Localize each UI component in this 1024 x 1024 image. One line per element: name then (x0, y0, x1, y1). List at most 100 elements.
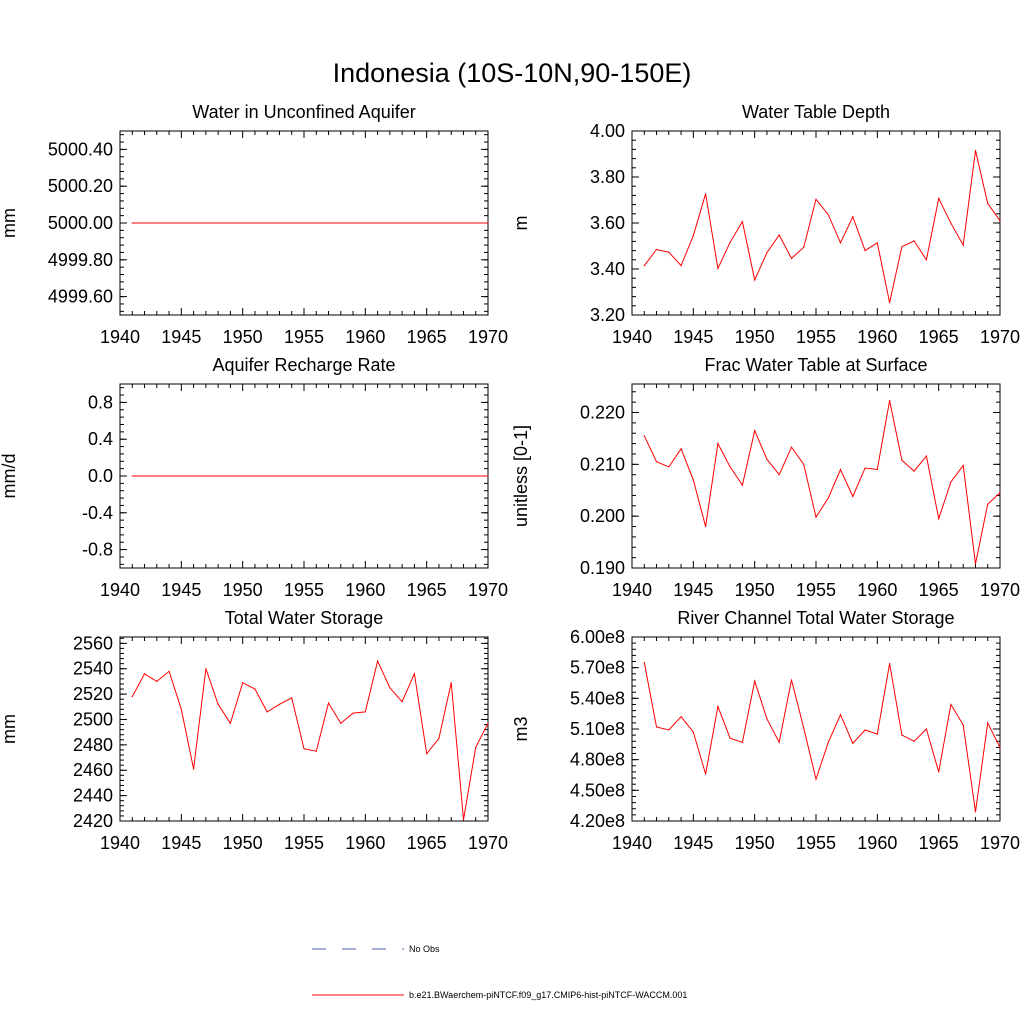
x-tick-label: 1945 (673, 580, 713, 600)
data-point (729, 466, 731, 468)
data-point (655, 248, 658, 251)
x-tick-label: 1940 (100, 833, 140, 853)
x-tick-label: 1960 (345, 580, 385, 600)
panel-water-table-depth: Water Table Depth 1940 1945 1950 1955 1960 196… (511, 102, 1020, 347)
data-point (655, 461, 658, 463)
panel-title: Water in Unconfined Aquifer (192, 102, 415, 122)
data-point (242, 682, 244, 684)
data-point (889, 663, 891, 665)
panel-frac-water-table-at-surface: Frac Water Table at Surface 1940 1945 1950 1… (511, 355, 1020, 600)
y-tick-label: -0.8 (82, 540, 113, 560)
data-point (987, 503, 989, 505)
data-point (254, 688, 256, 690)
panels: Water in Unconfined Aquifer 1940 1945 1950 1… (0, 102, 1020, 853)
data-point (303, 748, 305, 750)
data-point (717, 705, 719, 708)
data-point (815, 198, 817, 200)
y-tick-label: 0.200 (580, 506, 625, 526)
x-tick-label: 1960 (345, 327, 385, 347)
data-point (487, 722, 489, 724)
data-point (852, 495, 854, 498)
x-tick-label: 1955 (284, 327, 324, 347)
data-point (193, 768, 195, 770)
data-point (692, 479, 694, 481)
data-point (864, 729, 866, 731)
y-tick-label: 0.4 (88, 429, 113, 449)
data-point (643, 662, 645, 664)
data-point (962, 724, 964, 726)
data-point (839, 242, 842, 244)
data-point (815, 778, 817, 780)
x-tick-label: 1960 (857, 580, 897, 600)
data-point (999, 746, 1001, 749)
panel-water-in-unconfined-aquifer: Water in Unconfined Aquifer 1940 1945 1950 1… (0, 102, 508, 347)
data-point (938, 771, 940, 773)
data-point (217, 703, 219, 705)
data-point (790, 257, 793, 259)
data-point (778, 474, 780, 476)
panel-title: Water Table Depth (742, 102, 890, 122)
plot-frame (631, 130, 1001, 316)
data-point (913, 740, 915, 742)
series-line (131, 659, 489, 820)
x-tick-label: 1960 (345, 833, 385, 853)
y-tick-label: 2520 (73, 684, 113, 704)
plot-frame (631, 383, 1001, 569)
data-point (913, 470, 915, 472)
data-point (938, 197, 940, 199)
data-point (938, 518, 940, 520)
data-point (729, 737, 731, 739)
y-tick-label: 5.10e8 (570, 719, 625, 739)
data-point (827, 497, 829, 499)
data-point (876, 468, 878, 471)
y-tick-label: 2460 (73, 760, 113, 780)
panel-total-water-storage: Total Water Storage 1940 1945 1950 1955 1960 1… (0, 608, 508, 853)
data-point (803, 463, 805, 465)
y-tick-label: 0.210 (580, 454, 625, 474)
x-tick-label: 1940 (100, 580, 140, 600)
data-point (778, 234, 780, 236)
y-tick-label: 3.80 (590, 167, 625, 187)
data-point (790, 446, 793, 448)
y-axis-label: unitless [0-1] (511, 425, 531, 527)
x-tick-label: 1940 (612, 327, 652, 347)
y-tick-label: 2540 (73, 659, 113, 679)
data-point (803, 246, 805, 248)
data-point (889, 302, 891, 304)
data-point (827, 741, 829, 743)
data-point (229, 722, 231, 724)
data-point (999, 492, 1001, 494)
data-point (352, 712, 354, 714)
data-point (839, 468, 842, 471)
x-tick-label: 1970 (980, 580, 1020, 600)
data-point (655, 726, 658, 728)
x-tick-label: 1970 (468, 833, 508, 853)
data-point (876, 242, 878, 244)
data-point (766, 718, 768, 720)
data-point (487, 475, 489, 477)
y-tick-label: 5.40e8 (570, 688, 625, 708)
x-tick-label: 1965 (407, 833, 447, 853)
data-point (974, 811, 977, 813)
y-tick-label: 5000.40 (48, 139, 113, 159)
data-point (450, 682, 452, 684)
data-point (668, 466, 670, 468)
data-point (974, 149, 977, 152)
figure-title: Indonesia (10S-10N,90-150E) (333, 58, 692, 88)
data-point (389, 687, 391, 689)
data-point (901, 734, 903, 736)
data-point (692, 235, 694, 237)
y-axis-label: mm (0, 714, 19, 744)
y-tick-label: 4.20e8 (570, 811, 625, 831)
data-point (643, 435, 645, 437)
y-tick-label: 4999.80 (48, 250, 113, 270)
x-tick-label: 1950 (223, 833, 263, 853)
panel-title: Aquifer Recharge Rate (212, 355, 395, 375)
data-point (143, 673, 146, 675)
data-point (766, 252, 768, 254)
data-point (754, 680, 756, 682)
plot-frame (631, 636, 1001, 822)
y-tick-label: 3.60 (590, 213, 625, 233)
data-point (827, 214, 829, 216)
data-point (438, 737, 440, 740)
